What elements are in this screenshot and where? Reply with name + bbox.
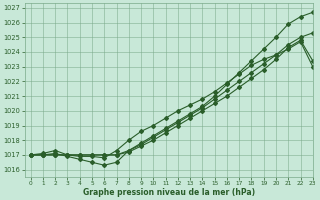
X-axis label: Graphe pression niveau de la mer (hPa): Graphe pression niveau de la mer (hPa) <box>83 188 255 197</box>
